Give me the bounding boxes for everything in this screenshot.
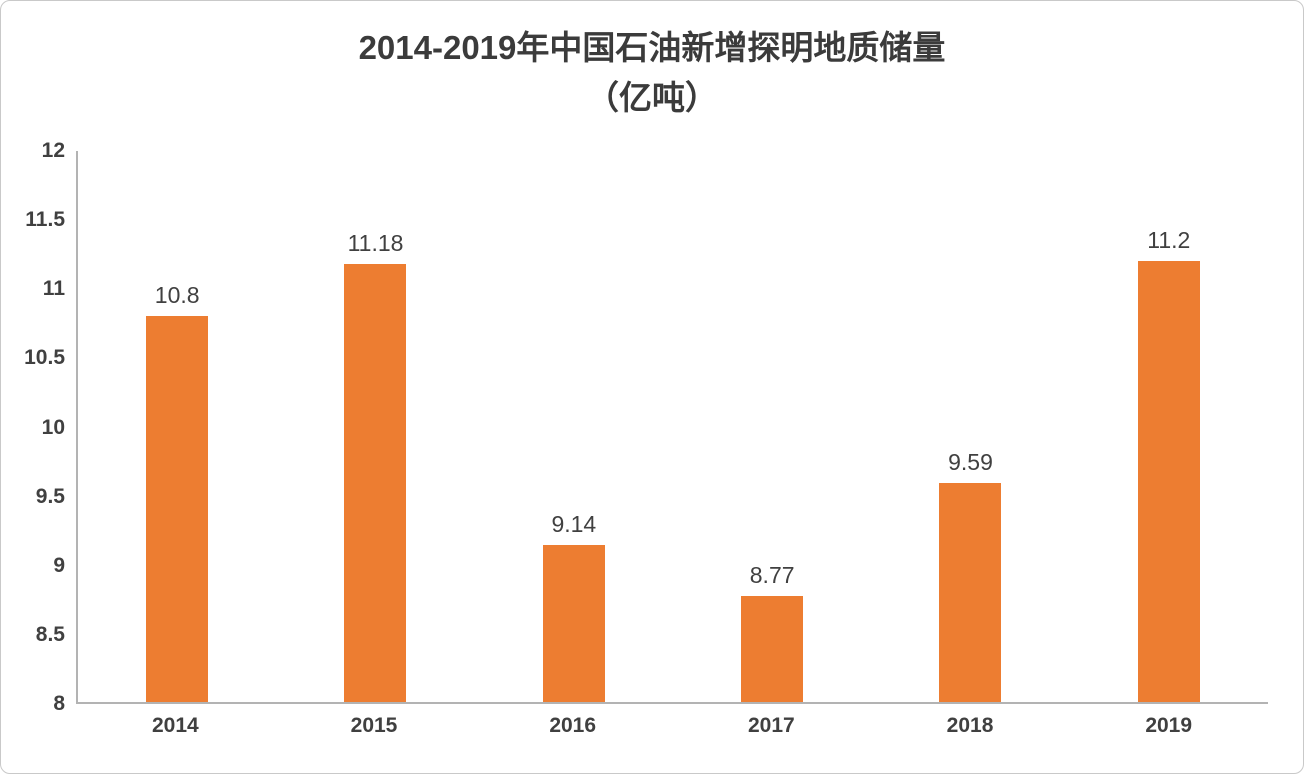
bar-column-2019: 11.2	[1070, 151, 1268, 702]
bar-column-2015: 11.18	[276, 151, 474, 702]
x-axis-labels: 2014 2015 2016 2017 2018 2019	[76, 714, 1268, 738]
plot-area: 10.8 11.18 9.14 8.77 9.59 11.2	[76, 151, 1268, 704]
bar-column-2018: 9.59	[871, 151, 1069, 702]
bar-2018	[939, 482, 1002, 702]
bars-container: 10.8 11.18 9.14 8.77 9.59 11.2	[78, 151, 1268, 702]
x-axis-category-label: 2019	[1145, 714, 1193, 737]
bar-data-label: 9.59	[948, 448, 993, 475]
chart-title-line1: 2014-2019年中国石油新增探明地质储量	[358, 29, 946, 66]
x-axis-category-label: 2017	[747, 714, 795, 737]
bar-data-label: 11.2	[1147, 227, 1191, 254]
bar-data-label: 8.77	[749, 561, 795, 588]
y-axis-tick-label: 9.5	[35, 484, 65, 508]
chart-title: 2014-2019年中国石油新增探明地质储量 （亿吨）	[1, 23, 1303, 122]
bar-data-label: 11.18	[347, 229, 404, 256]
bar-2016	[542, 544, 605, 702]
x-axis-category-label: 2014	[151, 714, 199, 737]
chart-title-line2: （亿吨）	[586, 78, 718, 116]
bar-column-2016: 9.14	[475, 151, 673, 702]
bar-data-label: 9.14	[551, 510, 597, 537]
y-axis-tick-label: 8.5	[35, 622, 65, 646]
bar-2014	[146, 316, 209, 702]
bar-2017	[741, 595, 804, 702]
y-axis-tick-label: 12	[41, 139, 65, 162]
y-axis-tick-label: 11	[42, 277, 65, 301]
y-axis-tick-label: 10.5	[24, 346, 65, 370]
bar-2015	[344, 263, 407, 702]
x-axis-category-label: 2018	[946, 714, 994, 737]
y-axis-tick-label: 8	[53, 692, 65, 715]
y-axis-labels: 12 11.5 11 10.5 10 9.5 9 8.5 8	[1, 139, 65, 715]
bar-2019	[1137, 261, 1200, 702]
bar-column-2017: 8.77	[673, 151, 871, 702]
y-axis-tick-label: 11.5	[25, 208, 65, 232]
bar-column-2014: 10.8	[78, 151, 276, 702]
y-axis-tick-label: 9	[53, 553, 65, 577]
x-axis-category-label: 2015	[350, 714, 398, 737]
bar-data-label: 10.8	[154, 282, 200, 309]
x-axis-category-label: 2016	[549, 714, 597, 737]
y-axis-tick-label: 10	[41, 415, 65, 439]
